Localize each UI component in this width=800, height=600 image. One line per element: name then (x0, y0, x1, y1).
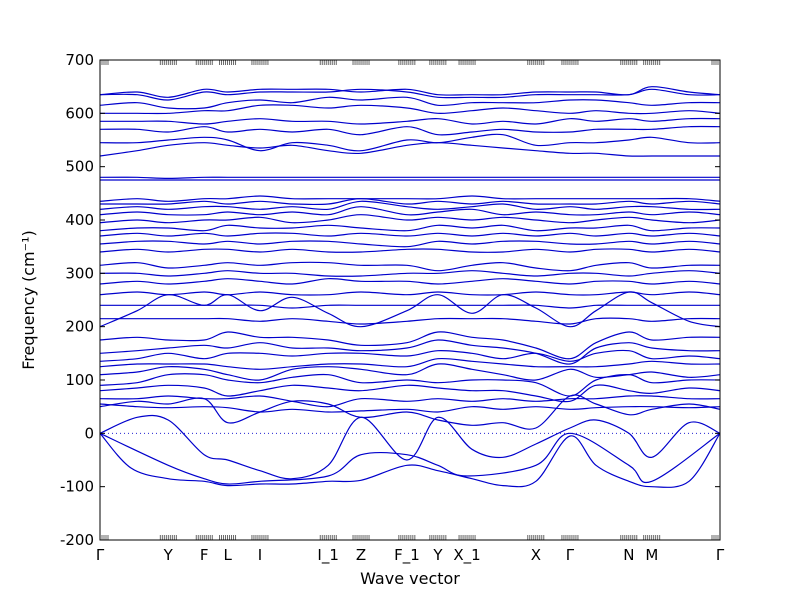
x-tick-label: I (258, 546, 262, 564)
band-line-14 (100, 317, 720, 325)
band-line-28 (100, 195, 720, 202)
x-tick-label: X_1 (453, 546, 480, 565)
y-tick-label: 700 (65, 51, 94, 69)
band-line-27 (100, 198, 720, 206)
band-line-18 (100, 270, 720, 277)
y-tick-label: -100 (60, 478, 94, 496)
band-line-35 (100, 104, 720, 115)
band-line-8 (100, 363, 720, 381)
axes: -200 -100 0 100 200 300 400 500 600 700 Γ Y F L I I_1 Z F… (60, 51, 725, 565)
band-line-33 (100, 125, 720, 136)
band-line-21 (100, 240, 720, 248)
y-axis-label: Frequency (cm⁻¹) (19, 230, 38, 369)
y-tick-label: 100 (65, 371, 94, 389)
y-tick-label: 0 (84, 424, 94, 442)
x-tick-label: F_1 (394, 546, 420, 565)
x-tick-label: F (200, 546, 209, 564)
x-axis-label: Wave vector (360, 569, 460, 588)
x-tick-label: Γ (566, 546, 575, 564)
band-line-25 (100, 206, 720, 216)
x-tick-label: Γ (716, 546, 725, 564)
band-line-5 (100, 395, 720, 408)
band-line-24 (100, 214, 720, 224)
band-line-34 (100, 117, 720, 125)
band-line-3 (100, 394, 720, 430)
band-line-12 (100, 331, 720, 360)
y-tick-label: 200 (65, 318, 94, 336)
band-line-20 (100, 248, 720, 253)
x-tick-label: Y (432, 546, 443, 564)
band-line-17 (100, 278, 720, 285)
band-line-10 (100, 349, 720, 362)
band-line-26 (100, 200, 720, 211)
y-tick-label: -200 (60, 531, 94, 549)
x-tick-label: M (645, 546, 658, 564)
band-line-16 (100, 291, 720, 296)
band-line-19 (100, 261, 720, 272)
x-tick-label: Γ (96, 546, 105, 564)
band-line-4 (100, 403, 720, 413)
x-tick-label: N (623, 546, 634, 564)
y-tick-label: 400 (65, 211, 94, 229)
band-line-9 (100, 357, 720, 370)
band-line-6 (100, 384, 720, 403)
band-line-36 (100, 96, 720, 110)
band-line-15 (100, 304, 720, 309)
band-line-0 (100, 432, 720, 485)
band-line-2 (100, 414, 720, 480)
y-tick-label: 300 (65, 264, 94, 282)
band-line-31 (100, 142, 720, 157)
x-tick-label: L (224, 546, 233, 564)
plot-area (100, 86, 720, 488)
band-line-30 (100, 176, 720, 180)
band-line-32 (100, 133, 720, 152)
band-line-11 (100, 339, 720, 365)
plot-frame (99, 59, 721, 541)
x-tick-label: I_1 (317, 546, 338, 565)
x-tick-label: Y (163, 546, 174, 564)
y-tick-label: 600 (65, 104, 94, 122)
band-line-38 (100, 86, 720, 98)
x-tick-label: X (531, 546, 541, 564)
x-tick-label: Z (356, 546, 366, 564)
band-line-1 (100, 432, 720, 488)
y-tick-label: 500 (65, 158, 94, 176)
band-line-22 (100, 232, 720, 237)
band-line-23 (100, 224, 720, 232)
